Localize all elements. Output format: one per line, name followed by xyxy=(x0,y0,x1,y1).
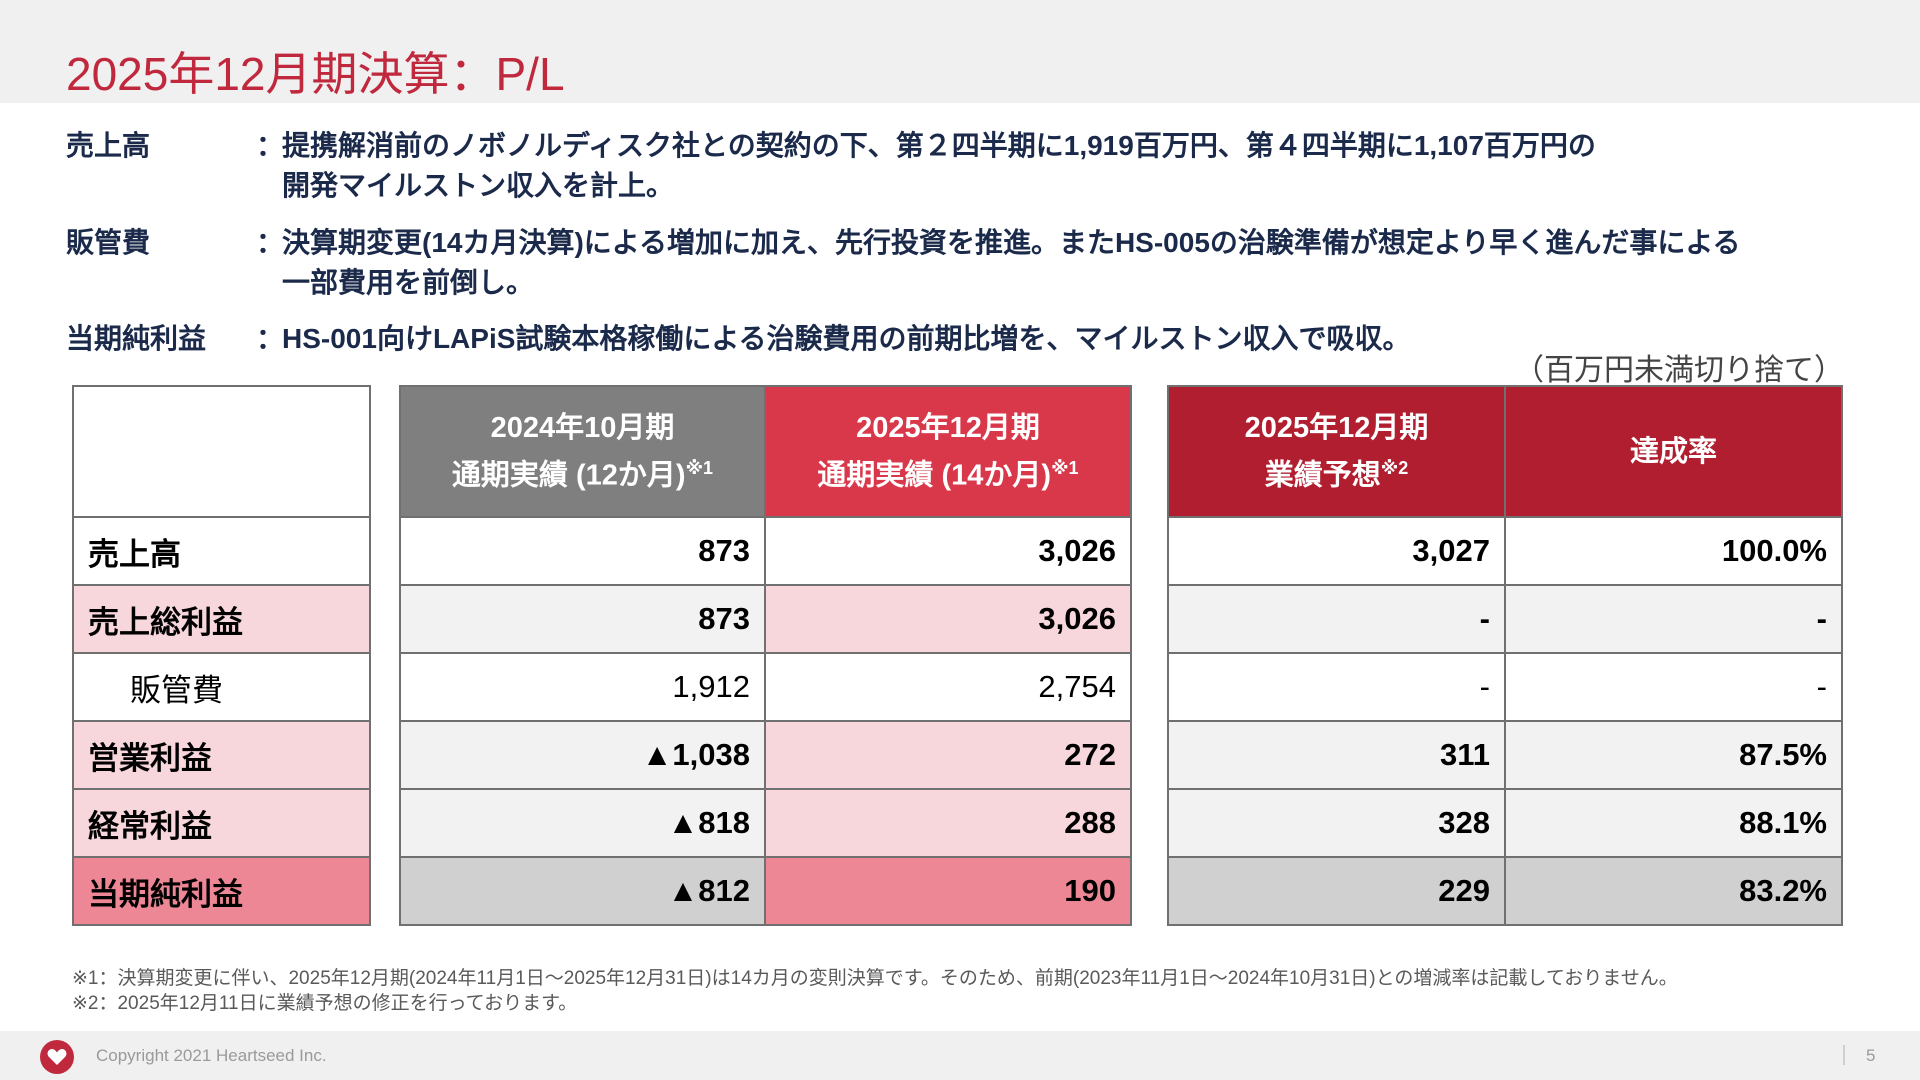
col-header-fy2024: 2024年10月期 通期実績 (12か月)※1 xyxy=(399,385,766,518)
actuals-table: 2024年10月期 通期実績 (12か月)※1 2025年12月期 通期実績 (… xyxy=(399,385,1132,926)
cell-gross-achievement: - xyxy=(1504,584,1843,654)
row-label-gross-profit: 売上総利益 xyxy=(72,584,371,654)
col-header-achievement: 達成率 xyxy=(1504,385,1843,518)
cell-ord-fy2025: 288 xyxy=(764,788,1132,858)
cell-sga-fy2024: 1,912 xyxy=(399,652,766,722)
cell-sales-fy2025: 3,026 xyxy=(764,516,1132,586)
cell-sga-forecast: - xyxy=(1167,652,1506,722)
cell-sga-achievement: - xyxy=(1504,652,1843,722)
summary-text: HS-001向けLAPiS試験本格稼働による治験費用の前期比増を、マイルストン収… xyxy=(282,323,1411,354)
row-label-sga: 販管費 xyxy=(72,652,371,722)
footer-bar xyxy=(0,1031,1920,1080)
cell-sales-fy2024: 873 xyxy=(399,516,766,586)
summary-colon: ： xyxy=(256,227,285,258)
summary-colon: ： xyxy=(256,323,285,354)
summary-text: 開発マイルストン収入を計上。 xyxy=(282,170,675,201)
summary-text: 一部費用を前倒し。 xyxy=(282,267,535,298)
row-label-net-income: 当期純利益 xyxy=(72,856,371,926)
cell-net-achievement: 83.2% xyxy=(1504,856,1843,926)
row-label-operating-profit: 営業利益 xyxy=(72,720,371,790)
page-number: 5 xyxy=(1866,1046,1876,1065)
summary-label: 当期純利益 xyxy=(66,323,207,354)
footnote-2: ※2：2025年12月11日に業績予想の修正を行っております。 xyxy=(72,993,578,1014)
cell-gross-forecast: - xyxy=(1167,584,1506,654)
cell-op-forecast: 311 xyxy=(1167,720,1506,790)
footnotes: ※1：決算期変更に伴い、2025年12月期(2024年11月1日～2025年12… xyxy=(72,966,1678,1016)
summary-label: 売上高 xyxy=(66,130,151,161)
cell-net-forecast: 229 xyxy=(1167,856,1506,926)
summary-text: 決算期変更(14カ月決算)による増加に加え、先行投資を推進。またHS-005の治… xyxy=(282,227,1741,258)
unit-note: （百万円未満切り捨て） xyxy=(1514,354,1844,387)
unit-header: （単位：百万円） xyxy=(72,385,371,518)
cell-ord-fy2024: ▲818 xyxy=(399,788,766,858)
heart-logo-icon xyxy=(40,1040,74,1074)
cell-sales-forecast: 3,027 xyxy=(1167,516,1506,586)
page-separator xyxy=(1843,1045,1845,1065)
footnote-1: ※1：決算期変更に伴い、2025年12月期(2024年11月1日～2025年12… xyxy=(72,968,1678,989)
cell-ord-achievement: 88.1% xyxy=(1504,788,1843,858)
row-label-table: （単位：百万円） 売上高 売上総利益 販管費 営業利益 経常利益 当期純利益 xyxy=(72,385,371,926)
copyright: Copyright 2021 Heartseed Inc. xyxy=(96,1046,327,1065)
cell-op-fy2025: 272 xyxy=(764,720,1132,790)
cell-op-achievement: 87.5% xyxy=(1504,720,1843,790)
summary-colon: ： xyxy=(256,130,285,161)
cell-net-fy2025: 190 xyxy=(764,856,1132,926)
cell-op-fy2024: ▲1,038 xyxy=(399,720,766,790)
summary-text: 提携解消前のノボノルディスク社との契約の下、第２四半期に1,919百万円、第４四… xyxy=(282,130,1596,161)
forecast-table: 2025年12月期 業績予想※2 達成率 3,027 100.0% - - - … xyxy=(1167,385,1843,926)
row-label-sales: 売上高 xyxy=(72,516,371,586)
col-header-fy2025: 2025年12月期 通期実績 (14か月)※1 xyxy=(764,385,1132,518)
cell-sga-fy2025: 2,754 xyxy=(764,652,1132,722)
summary-label: 販管費 xyxy=(66,227,151,258)
cell-ord-forecast: 328 xyxy=(1167,788,1506,858)
cell-sales-achievement: 100.0% xyxy=(1504,516,1843,586)
col-header-forecast: 2025年12月期 業績予想※2 xyxy=(1167,385,1506,518)
cell-net-fy2024: ▲812 xyxy=(399,856,766,926)
title-bar xyxy=(0,0,1920,103)
cell-gross-fy2024: 873 xyxy=(399,584,766,654)
cell-gross-fy2025: 3,026 xyxy=(764,584,1132,654)
row-label-ordinary-profit: 経常利益 xyxy=(72,788,371,858)
page-title: 2025年12月期決算：P/L xyxy=(66,48,565,100)
